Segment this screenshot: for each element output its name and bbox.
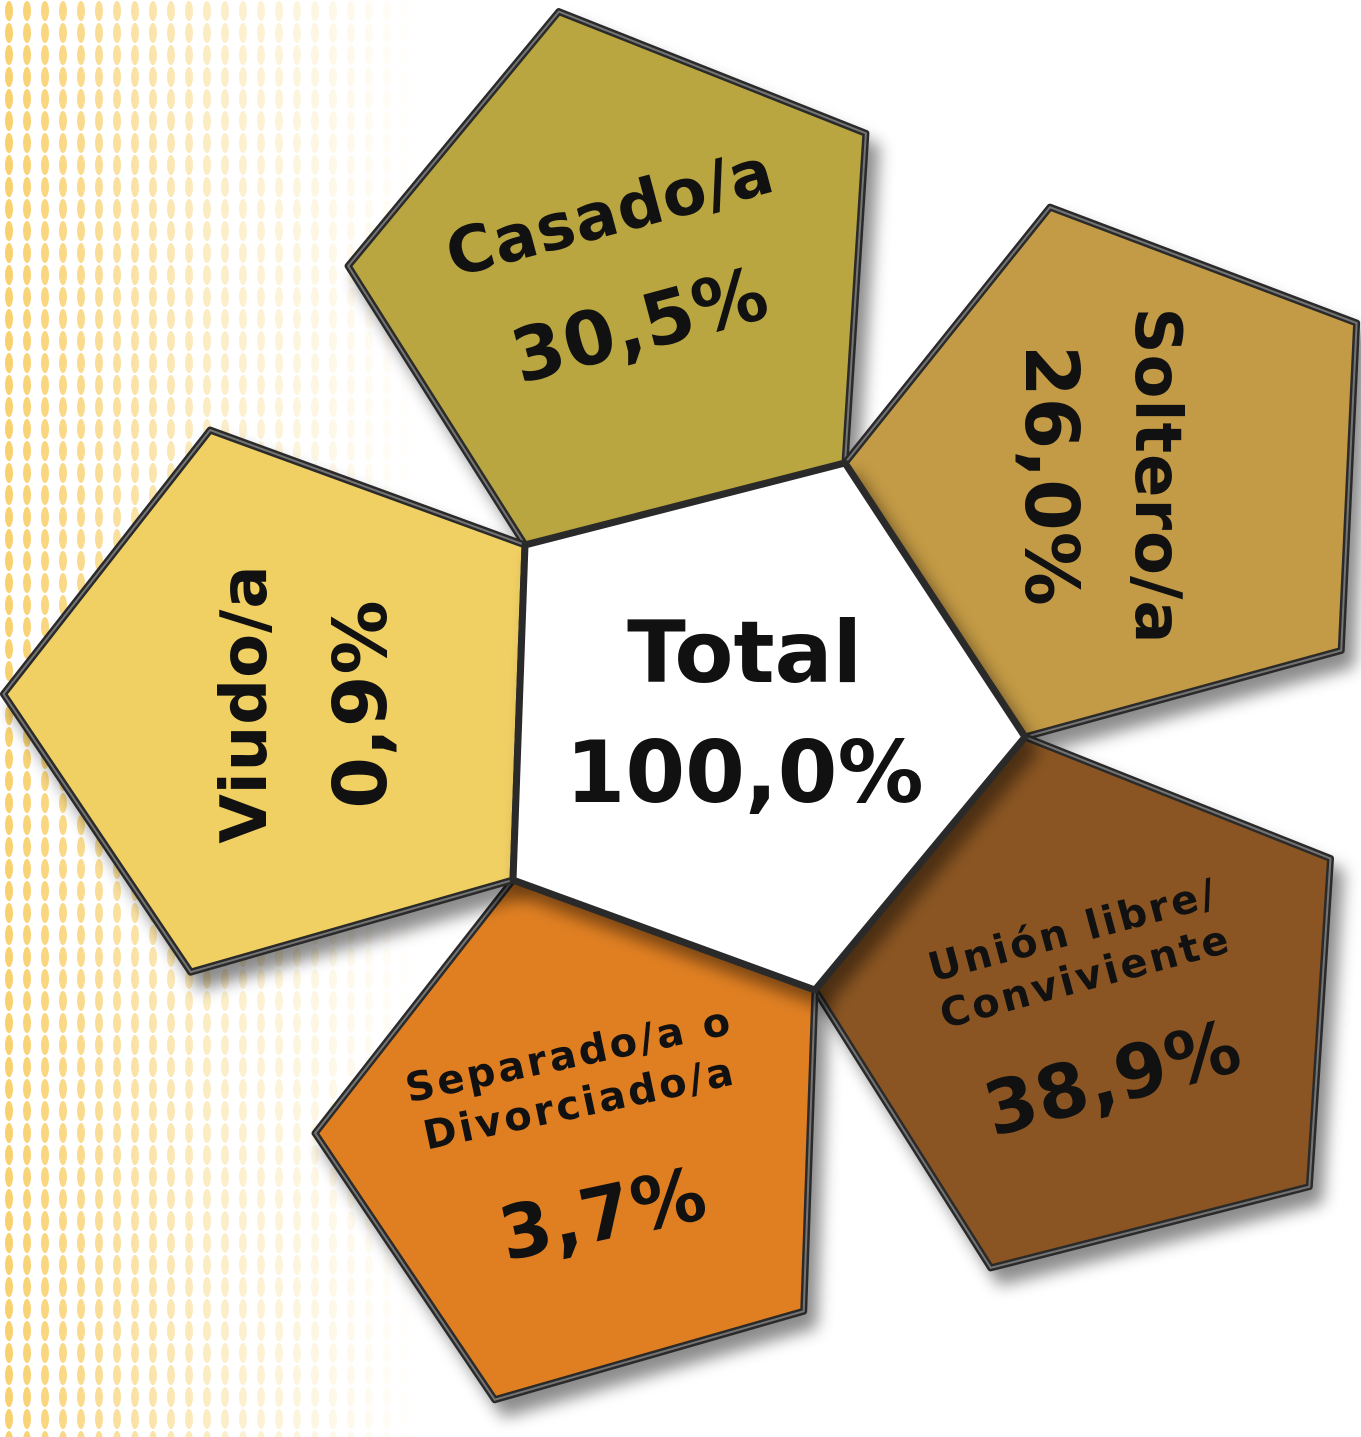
center-total-title: Total [627,603,863,703]
segment-viudo-category: Viudo/a [208,564,283,844]
segment-casado-pentagon [344,8,870,549]
segment-soltero-category: Soltero/a [1119,307,1194,645]
segment-viudo-value: 0,9% [318,599,405,809]
segment-soltero-value: 26,0% [1007,345,1094,607]
center-total-value: 100,0% [565,723,924,823]
center-pentagon [509,459,1029,994]
